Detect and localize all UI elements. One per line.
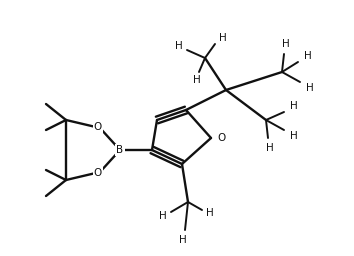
Text: O: O	[94, 168, 102, 178]
Text: H: H	[290, 131, 298, 141]
Text: H: H	[206, 208, 214, 218]
Text: H: H	[219, 33, 227, 43]
Text: H: H	[304, 51, 312, 61]
Text: H: H	[179, 235, 187, 245]
Text: H: H	[159, 211, 167, 221]
Text: O: O	[94, 122, 102, 132]
Text: H: H	[282, 39, 290, 49]
Text: H: H	[290, 101, 298, 111]
Text: O: O	[217, 133, 225, 143]
Text: H: H	[306, 83, 314, 93]
Text: B: B	[116, 145, 124, 155]
Text: H: H	[266, 143, 274, 153]
Text: H: H	[175, 41, 183, 51]
Text: H: H	[193, 75, 201, 85]
